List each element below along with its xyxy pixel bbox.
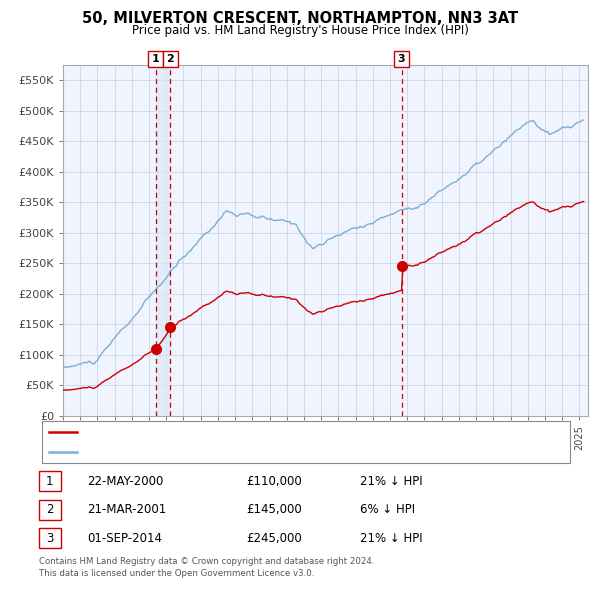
Text: 1: 1 [152,54,160,64]
Text: 21% ↓ HPI: 21% ↓ HPI [360,532,422,545]
Text: 2: 2 [46,503,53,516]
Text: Price paid vs. HM Land Registry's House Price Index (HPI): Price paid vs. HM Land Registry's House … [131,24,469,37]
Text: 50, MILVERTON CRESCENT, NORTHAMPTON, NN3 3AT: 50, MILVERTON CRESCENT, NORTHAMPTON, NN3… [82,11,518,25]
Text: Contains HM Land Registry data © Crown copyright and database right 2024.: Contains HM Land Registry data © Crown c… [39,557,374,566]
Text: 2: 2 [166,54,174,64]
Text: 3: 3 [398,54,406,64]
Text: 01-SEP-2014: 01-SEP-2014 [87,532,162,545]
Text: 22-MAY-2000: 22-MAY-2000 [87,475,163,488]
Text: 1: 1 [46,475,53,488]
Text: £145,000: £145,000 [246,503,302,516]
Text: 50, MILVERTON CRESCENT, NORTHAMPTON, NN3 3AT (detached house): 50, MILVERTON CRESCENT, NORTHAMPTON, NN3… [82,427,437,437]
Text: This data is licensed under the Open Government Licence v3.0.: This data is licensed under the Open Gov… [39,569,314,578]
Text: 21-MAR-2001: 21-MAR-2001 [87,503,166,516]
Bar [155,65,170,416]
Text: £110,000: £110,000 [246,475,302,488]
Text: £245,000: £245,000 [246,532,302,545]
Text: 21% ↓ HPI: 21% ↓ HPI [360,475,422,488]
Text: 6% ↓ HPI: 6% ↓ HPI [360,503,415,516]
Text: 3: 3 [46,532,53,545]
Text: HPI: Average price, detached house, West Northamptonshire: HPI: Average price, detached house, West… [82,447,384,457]
